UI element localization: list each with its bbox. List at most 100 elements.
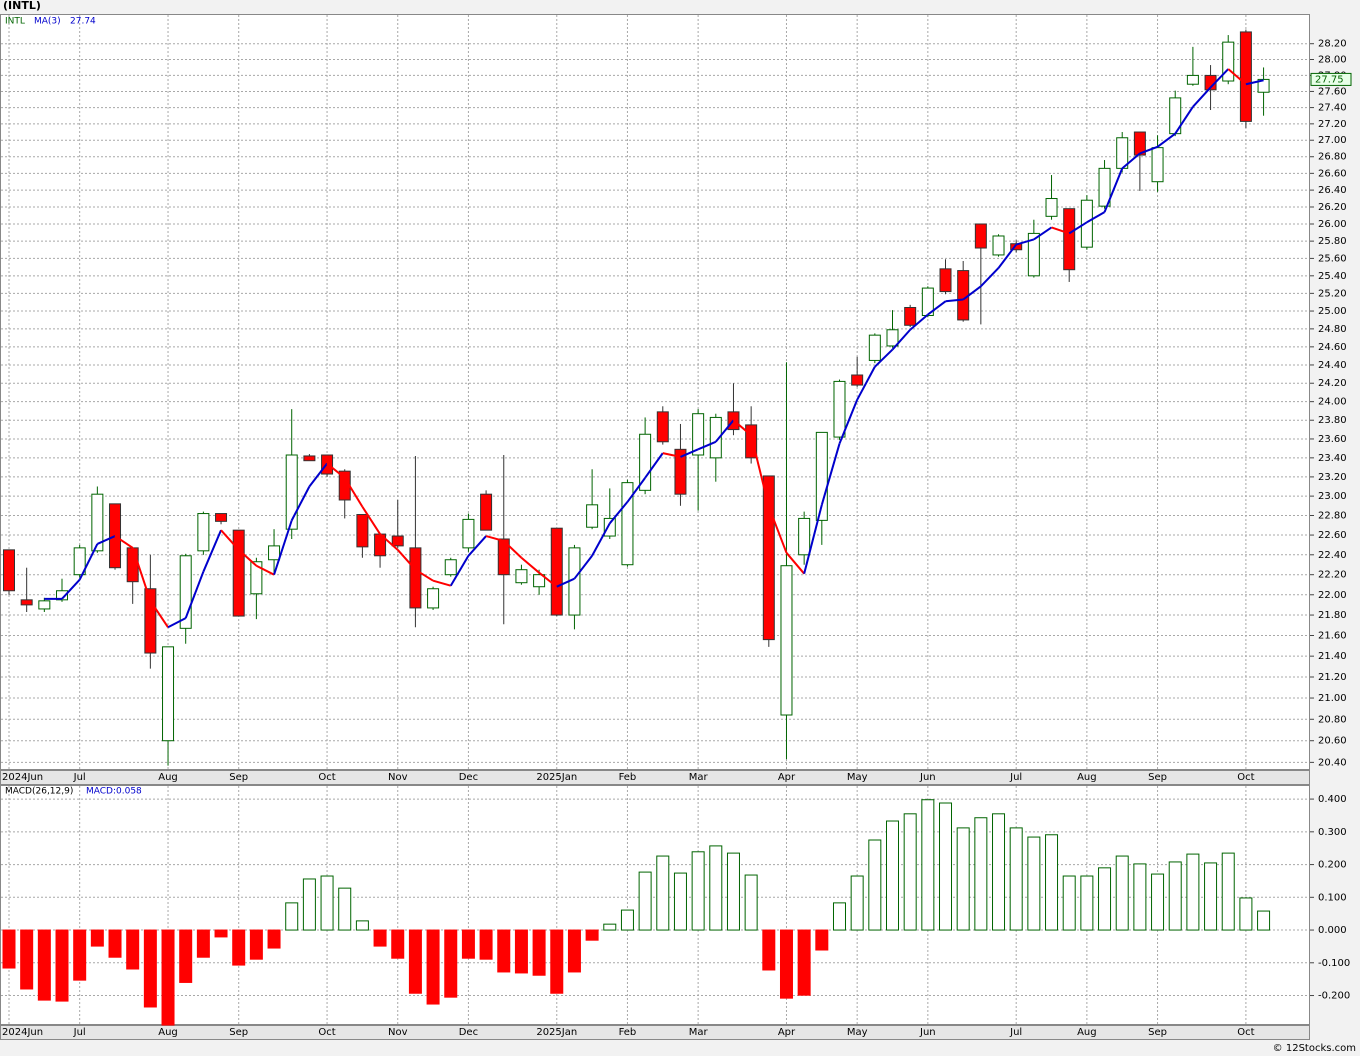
candle-body [515,569,528,584]
x-tick-label: Sep [1148,772,1167,783]
y-tick-label: 26.60 [1318,168,1347,179]
y-tick-label: 28.00 [1318,55,1347,66]
ma-line [255,564,275,576]
x-tick-label: Nov [388,772,408,783]
macd-bar [2,929,16,969]
macd-bar [974,817,988,931]
y-tick-label: -0.100 [1318,958,1350,969]
macd-bar [585,929,599,941]
macd-bar [903,813,917,931]
candle-body [179,555,192,629]
ma-line [1156,132,1176,148]
macd-bar [338,887,352,931]
y-tick-label: 24.60 [1318,342,1347,353]
y-tick-label: 24.40 [1318,360,1347,371]
macd-bar [1221,852,1235,931]
ma-line [856,366,876,401]
macd-bar [691,851,705,931]
x-tick-label: Sep [229,1027,248,1038]
y-tick-label: 22.80 [1318,510,1347,521]
ma-line [396,549,417,571]
ma-line [962,285,982,301]
x-tick-label: 2024Jun [2,772,43,783]
candle-body [603,517,616,537]
y-tick-label: 25.80 [1318,236,1347,247]
ma-line [1139,145,1158,155]
x-tick-label: May [847,772,868,783]
y-tick-label: 0.100 [1318,892,1347,903]
x-tick-label: Dec [459,772,478,783]
ma-line [680,448,699,458]
ma-line [114,535,134,549]
x-tick-label: Mar [689,1027,709,1038]
candle-body [497,538,510,576]
ma-line [820,443,841,506]
candle-body [197,513,210,552]
candle-body [586,504,599,528]
y-tick-label: 26.20 [1318,202,1347,213]
candle-body [1098,167,1111,207]
macd-bar [744,874,758,931]
candle-body [480,493,493,531]
candle-body [692,413,705,456]
y-tick-label: 27.00 [1318,135,1347,146]
macd-bar [90,929,104,947]
candle-body [957,270,970,321]
candle-body [868,334,881,361]
x-tick-label: May [847,1027,868,1038]
x-tick-label: Apr [778,1027,796,1038]
y-tick-label: 25.20 [1318,288,1347,299]
ma-line [361,506,381,535]
macd-bar [1062,875,1076,931]
ma-line [1174,106,1194,135]
macd-bar [196,929,210,958]
footer: © 12Stocks.com [1273,1043,1356,1054]
macd-bar [461,929,475,959]
macd-bar [1080,875,1094,931]
macd-bar [514,929,528,974]
macd-bar [550,929,564,994]
ma-line [715,419,735,443]
y-tick-label: 24.00 [1318,397,1347,408]
macd-bar [479,929,493,960]
macd-bar [143,929,157,1008]
chart-title: (INTL) [3,0,41,12]
x-axis-strip [0,770,1310,785]
macd-bar [567,929,581,973]
candle-body [1186,74,1199,85]
candle-body [939,268,952,293]
x-tick-label: Jul [73,772,86,783]
candle-body [268,545,281,561]
candle-body [73,547,86,576]
macd-bar [620,909,634,931]
candle-body [533,574,546,588]
macd-bar [426,929,440,1005]
y-tick-label: 24.20 [1318,378,1347,389]
x-tick-label: Jul [73,1027,86,1038]
y-tick-label: 23.20 [1318,472,1347,483]
macd-bar [161,929,175,1026]
macd-bar [179,929,193,983]
y-tick-label: 0.000 [1318,925,1347,936]
macd-bar [302,878,316,931]
ma-line [573,555,593,580]
x-tick-label: Dec [459,1027,478,1038]
candle-body [656,411,669,443]
y-tick-label: 25.40 [1318,271,1347,282]
candle-body [886,329,899,347]
y-tick-label: 26.40 [1318,185,1347,196]
ma-line [61,579,81,600]
y-tick-label: 21.80 [1318,610,1347,621]
candle-body [250,561,263,595]
x-tick-label: Jun [919,772,936,783]
candle-body [1116,137,1129,169]
macd-bar [1151,873,1165,931]
y-tick-label: 24.80 [1318,324,1347,335]
candle-body [992,235,1005,256]
macd-bar [1027,836,1041,931]
y-tick-label: 20.60 [1318,736,1347,747]
macd-bar [726,852,740,931]
macd-bar [638,871,652,931]
ma-line [131,547,152,602]
